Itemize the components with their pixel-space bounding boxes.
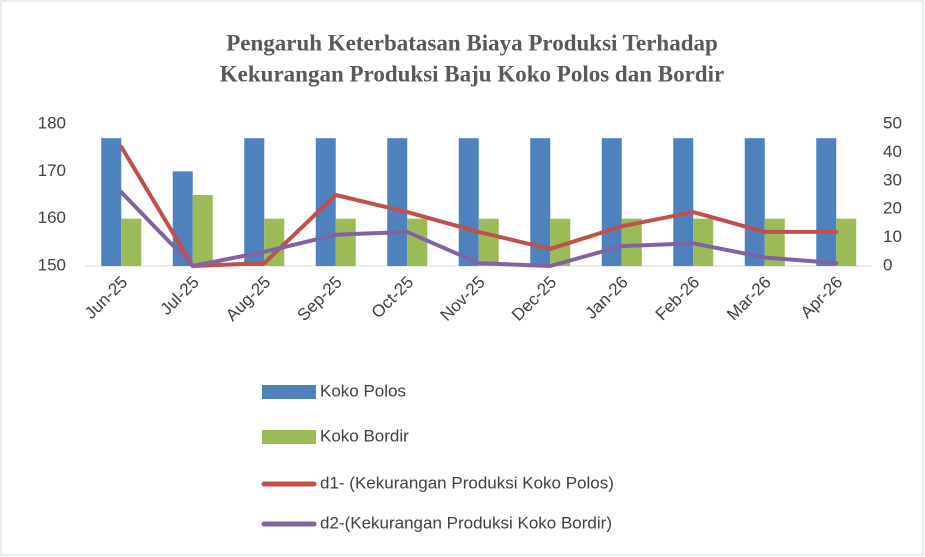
chart-title: Pengaruh Keterbatasan Biaya Produksi Ter…	[226, 30, 718, 55]
bar	[601, 138, 622, 266]
y2-tick-label: 10	[883, 227, 902, 246]
line-series	[119, 190, 839, 268]
bar	[335, 218, 356, 266]
y2-tick-label: 50	[883, 113, 902, 132]
line-series	[119, 144, 839, 268]
y2-tick-label: 0	[883, 255, 892, 274]
legend-swatch	[262, 385, 316, 399]
y2-tick-label: 40	[883, 142, 902, 161]
y2-tick-label: 20	[883, 199, 902, 218]
chart-title: Kekurangan Produksi Baju Koko Polos dan …	[220, 61, 724, 86]
bar	[192, 195, 213, 266]
bar	[264, 218, 285, 266]
bar	[407, 218, 428, 266]
y-tick-label: 150	[38, 255, 66, 274]
bar	[816, 138, 837, 266]
legend-label: Koko Polos	[320, 381, 406, 400]
y-tick-label: 170	[38, 161, 66, 180]
bar	[458, 138, 479, 266]
y2-tick-label: 30	[883, 170, 902, 189]
bar	[121, 218, 142, 266]
bar	[550, 218, 571, 266]
bar	[673, 138, 694, 266]
bar	[387, 138, 408, 266]
bar	[744, 138, 765, 266]
bar	[530, 138, 551, 266]
bar	[693, 218, 714, 266]
bar	[101, 138, 122, 266]
legend-swatch	[262, 430, 316, 444]
legend-label: Koko Bordir	[320, 426, 409, 445]
legend-label: d1- (Kekurangan Produksi Koko Polos)	[320, 473, 614, 492]
bar	[478, 218, 499, 266]
legend-label: d2-(Kekurangan Produksi Koko Bordir)	[320, 513, 612, 532]
y-tick-label: 180	[38, 113, 66, 132]
bar	[621, 218, 642, 266]
y-tick-label: 160	[38, 208, 66, 227]
bar	[836, 218, 857, 266]
bar	[244, 138, 265, 266]
